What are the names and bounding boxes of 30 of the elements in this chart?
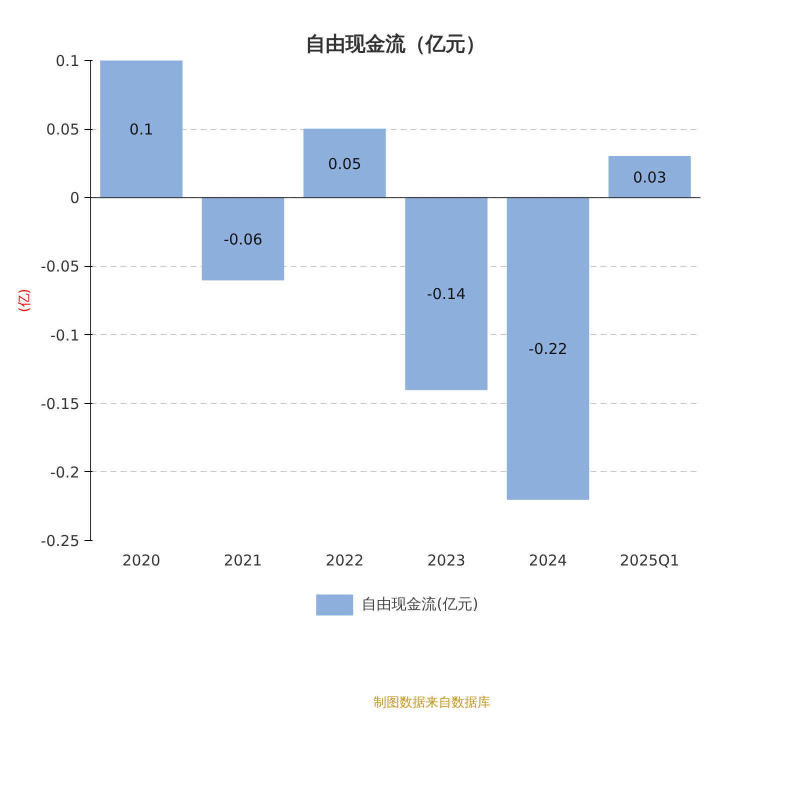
y-tick-label: -0.1 <box>50 326 80 344</box>
bar <box>506 197 590 500</box>
y-tick-label: -0.2 <box>50 463 80 482</box>
chart-title: 自由现金流（亿元） <box>306 32 486 56</box>
y-tick-label: -0.25 <box>40 532 80 550</box>
y-tick-label: -0.05 <box>40 258 80 276</box>
y-tick-label: 0 <box>70 189 80 208</box>
text: 制图数据来自数据库 <box>374 696 491 710</box>
bar <box>202 197 284 280</box>
legend-label: 自由现金流(亿元) <box>362 595 478 614</box>
bar <box>304 128 386 198</box>
data-label: -0.14 <box>426 285 466 304</box>
x-tick-label: 2021 <box>224 552 262 570</box>
bar <box>608 156 691 198</box>
y-tick-label: 0.05 <box>46 120 80 139</box>
y-tick-label: -0.15 <box>40 394 80 413</box>
x-tick-label: 2020 <box>122 552 160 570</box>
x-tick-label: 2022 <box>326 552 364 570</box>
data-label: 0.05 <box>328 154 362 173</box>
data-label: -0.22 <box>528 340 568 358</box>
bar <box>100 60 182 198</box>
bar <box>405 197 488 390</box>
y-tick-label: 0.1 <box>56 52 80 70</box>
x-tick-label: 2023 <box>427 552 466 570</box>
data-label: 0.1 <box>129 120 154 139</box>
x-tick-label: 2024 <box>528 552 568 570</box>
y-axis-title: (亿) <box>18 288 33 312</box>
data-label: 0.03 <box>632 168 666 187</box>
x-tick-label: 2025Q1 <box>620 552 680 570</box>
data-label: -0.06 <box>224 230 262 248</box>
